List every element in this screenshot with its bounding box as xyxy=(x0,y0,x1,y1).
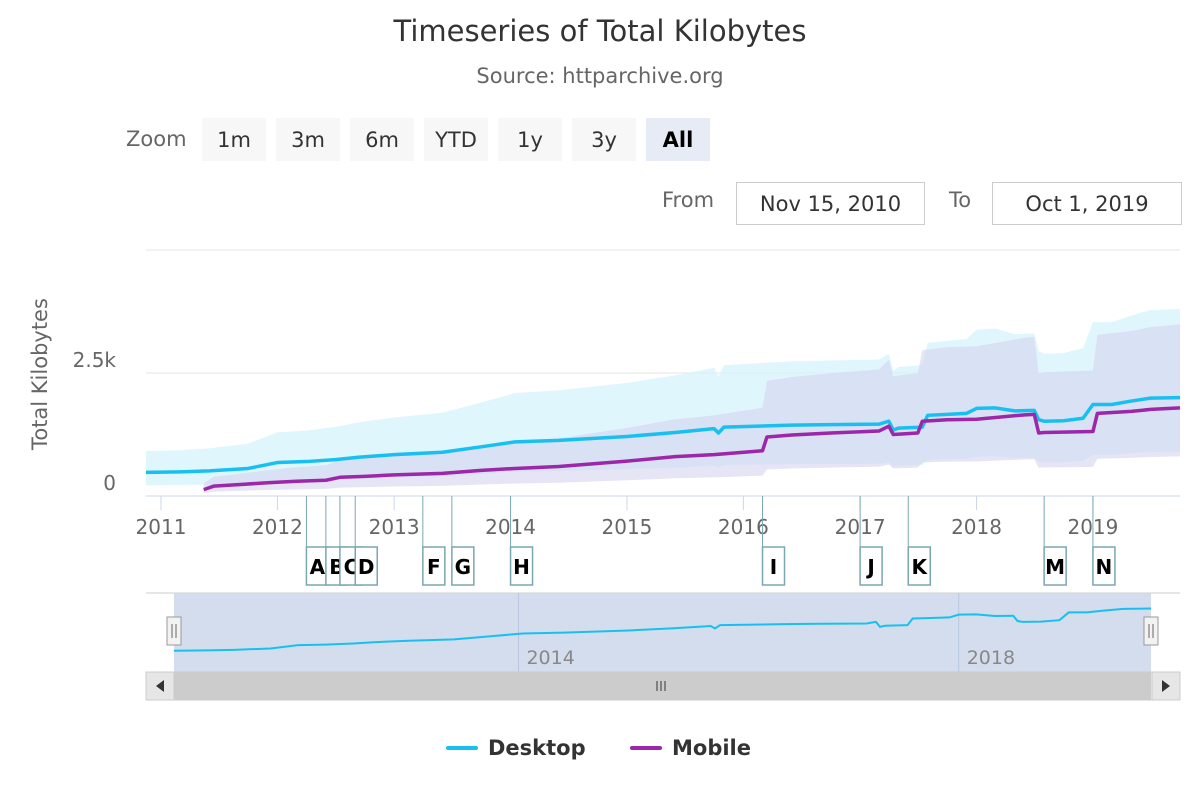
legend-mobile-label: Mobile xyxy=(672,736,751,760)
series-line-mobile xyxy=(203,406,1181,492)
zoom-6m-button[interactable]: 6m xyxy=(350,118,414,161)
zoom-3m-button[interactable]: 3m xyxy=(276,118,340,161)
zoom-label: Zoom xyxy=(126,127,187,151)
flag-label-m: M xyxy=(1045,555,1065,579)
x-tick-label: 2011 xyxy=(136,515,187,539)
flag-label-a: A xyxy=(310,555,326,579)
scroll-right-arrow-icon xyxy=(1162,680,1170,692)
flag-box xyxy=(1043,546,1067,586)
flag-box xyxy=(1092,546,1116,586)
x-tick-label: 2015 xyxy=(602,515,653,539)
zoom-all-button[interactable]: All xyxy=(646,118,710,161)
navigator-right-handle[interactable] xyxy=(1143,616,1159,646)
range-to-label: To xyxy=(949,188,972,212)
y-tick-label: 2.5k xyxy=(73,348,117,372)
mobile-band xyxy=(203,324,1180,494)
flag-box xyxy=(907,546,932,586)
x-tick-label: 2016 xyxy=(718,515,769,539)
flag-box xyxy=(354,546,378,586)
range-from-input[interactable] xyxy=(736,182,925,225)
legend-desktop-swatch xyxy=(446,746,478,750)
flag-box xyxy=(509,546,534,586)
flag-label-h: H xyxy=(513,555,530,579)
navigator-tick-label: 2014 xyxy=(526,647,574,669)
flag-box xyxy=(451,546,475,586)
scroll-left-button[interactable] xyxy=(145,671,175,701)
x-tick-label: 2018 xyxy=(951,515,1002,539)
range-from-label: From xyxy=(662,188,715,212)
y-tick-label: 0 xyxy=(103,471,116,495)
x-tick-label: 2012 xyxy=(252,515,303,539)
flag-box xyxy=(422,546,446,586)
flag-box xyxy=(761,546,786,586)
flag-box xyxy=(859,546,883,586)
series-line-desktop xyxy=(145,395,1181,475)
flag-label-f: F xyxy=(427,555,441,579)
x-tick-label: 2013 xyxy=(369,515,420,539)
flag-label-d: D xyxy=(358,555,375,579)
legend-desktop-label: Desktop xyxy=(488,736,586,760)
flag-label-i: I xyxy=(770,555,777,579)
zoom-1y-button[interactable]: 1y xyxy=(498,118,562,161)
flag-label-g: G xyxy=(455,555,471,579)
legend-mobile-swatch xyxy=(630,746,662,750)
scroll-right-button[interactable] xyxy=(1151,671,1181,701)
navigator-left-handle[interactable] xyxy=(166,616,182,646)
flag-label-j: J xyxy=(865,555,874,579)
zoom-1m-button[interactable]: 1m xyxy=(202,118,266,161)
chart-subtitle: Source: httparchive.org xyxy=(476,64,724,88)
range-to-input[interactable] xyxy=(992,182,1182,225)
flag-label-k: K xyxy=(912,555,929,579)
zoom-3y-button[interactable]: 3y xyxy=(572,118,636,161)
scrollbar-thumb[interactable] xyxy=(174,672,1151,700)
chart-title: Timeseries of Total Kilobytes xyxy=(393,14,807,48)
zoom-ytd-button[interactable]: YTD xyxy=(424,118,488,161)
legend-item-desktop[interactable]: Desktop xyxy=(446,733,586,763)
scroll-left-arrow-icon xyxy=(156,680,164,692)
flag-label-n: N xyxy=(1096,555,1113,579)
navigator-selection xyxy=(174,593,1151,672)
navigator-series-desktop xyxy=(173,607,1152,652)
legend-item-mobile[interactable]: Mobile xyxy=(630,733,751,763)
navigator-tick-label: 2018 xyxy=(967,647,1015,669)
